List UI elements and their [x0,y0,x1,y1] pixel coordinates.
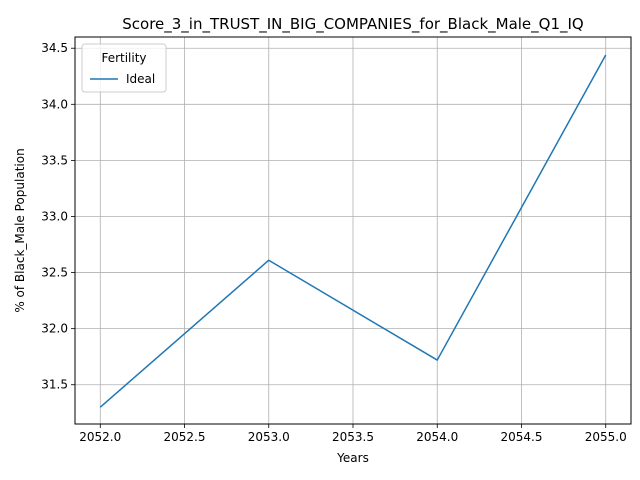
y-tick-label: 31.5 [41,378,68,392]
x-tick-label: 2052.5 [164,430,206,444]
x-tick-label: 2054.0 [416,430,458,444]
series-layer [99,54,607,408]
y-tick-label: 32.5 [41,266,68,280]
y-tick-label: 34.0 [41,97,68,111]
y-tick-label: 33.0 [41,209,68,223]
x-tick-label: 2052.0 [79,430,121,444]
legend: Fertility Ideal [81,43,167,93]
series-line-ideal [99,54,607,408]
y-tick-label: 34.5 [41,41,68,55]
legend-entry-label: Ideal [126,72,155,86]
ticks: 2052.0 2052.5 2053.0 2053.5 2054.0 2054.5 2055… [41,41,626,444]
y-tick-label: 32.0 [41,322,68,336]
y-tick-label: 33.5 [41,153,68,167]
y-axis-label: % of Black_Male Population [13,148,27,312]
x-tick-label: 2055.0 [585,430,627,444]
legend-title: Fertility [101,51,146,65]
x-tick-label: 2054.5 [500,430,542,444]
chart-title: Score_3_in_TRUST_IN_BIG_COMPANIES_for_Bl… [122,15,584,34]
x-axis-label: Years [336,451,369,465]
x-tick-label: 2053.0 [248,430,290,444]
x-tick-label: 2053.5 [332,430,374,444]
grid [75,37,631,424]
legend-box [81,43,167,93]
